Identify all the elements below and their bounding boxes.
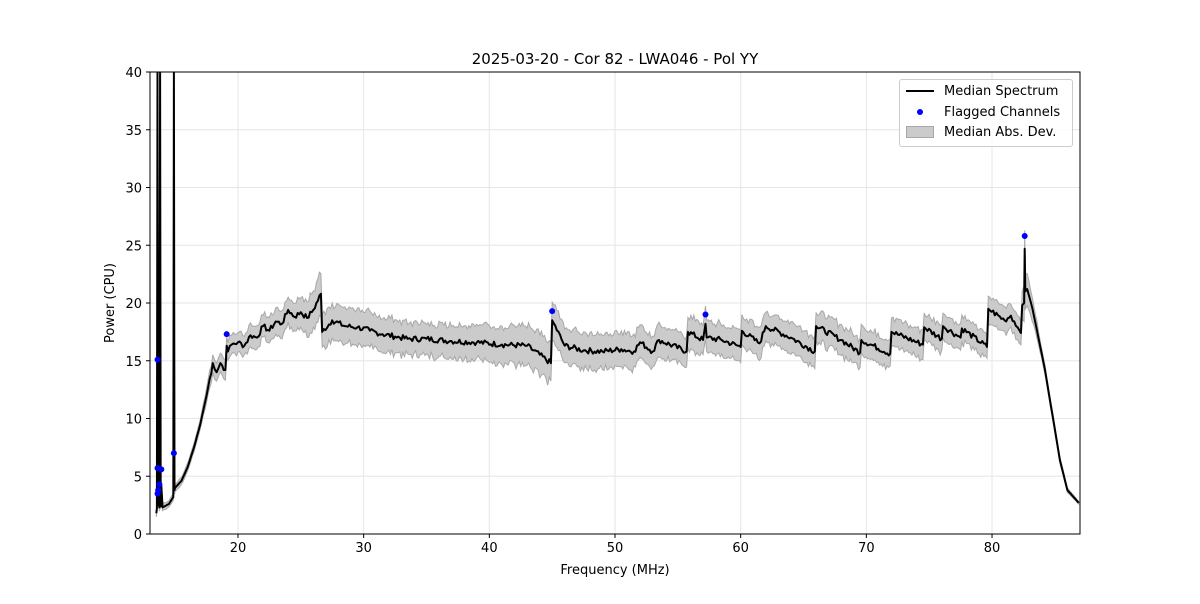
flagged-channel-point	[155, 487, 162, 494]
x-tick-label: 70	[858, 541, 875, 556]
legend-label: Median Spectrum	[944, 83, 1059, 99]
x-tick-label: 40	[481, 541, 498, 556]
y-tick-label: 15	[125, 355, 142, 370]
flagged-channel-point	[702, 311, 709, 318]
y-tick-label: 40	[125, 66, 142, 81]
legend-item-mad: Median Abs. Dev.	[906, 123, 1056, 141]
x-tick-label: 60	[732, 541, 749, 556]
legend-item-median: Median Spectrum	[906, 82, 1058, 100]
median-spectrum-line	[155, 72, 1080, 514]
patch-swatch-icon	[906, 125, 934, 139]
median-line-group	[155, 72, 1080, 514]
flagged-channel-point	[170, 450, 177, 457]
legend: Median Spectrum Flagged Channels Median …	[899, 79, 1073, 147]
chart-title: 2025-03-20 - Cor 82 - LWA046 - Pol YY	[472, 50, 759, 68]
dot-swatch-icon	[906, 105, 934, 119]
legend-label: Median Abs. Dev.	[944, 124, 1057, 140]
x-tick-label: 20	[230, 541, 247, 556]
flagged-channel-point	[223, 331, 230, 338]
x-tick-label: 50	[607, 541, 624, 556]
flagged-channel-point	[1021, 233, 1028, 240]
x-tick-label: 80	[984, 541, 1001, 556]
legend-label: Flagged Channels	[944, 104, 1061, 120]
flagged-channel-point	[156, 481, 163, 488]
x-tick-label: 30	[355, 541, 372, 556]
flagged-channel-point	[549, 308, 556, 315]
legend-item-flagged: Flagged Channels	[906, 103, 1060, 121]
y-tick-label: 25	[125, 239, 142, 254]
y-tick-label: 35	[125, 124, 142, 139]
flagged-points-group	[154, 233, 1028, 497]
mad-band-group	[155, 72, 1080, 517]
y-tick-label: 10	[125, 413, 142, 428]
line-swatch-icon	[906, 84, 934, 98]
y-tick-label: 0	[134, 528, 142, 543]
y-axis-label: Power (CPU)	[103, 263, 118, 343]
y-tick-label: 20	[125, 297, 142, 312]
flagged-channel-point	[154, 356, 161, 363]
ticks: 20 30 40 50 60 70 80 0 5 10 15 20 25 30 35 40	[125, 66, 1000, 556]
flagged-channel-point	[158, 466, 165, 473]
mad-band	[155, 72, 1080, 517]
y-tick-label: 5	[134, 470, 142, 485]
y-tick-label: 30	[125, 182, 142, 197]
x-axis-label: Frequency (MHz)	[560, 563, 669, 578]
